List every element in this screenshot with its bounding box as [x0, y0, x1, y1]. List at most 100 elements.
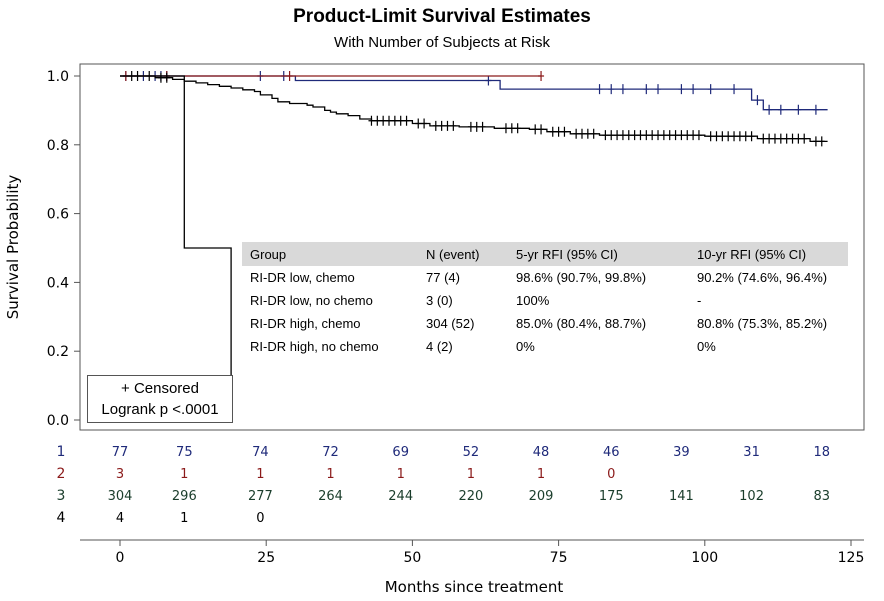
legend-censored-label: + Censored [121, 380, 199, 397]
censor-mark [584, 128, 591, 139]
rfi-cell-group: RI-DR high, no chemo [250, 339, 379, 354]
censor-mark [766, 133, 773, 144]
y-tick-label: 0.4 [47, 275, 69, 291]
censor-mark [614, 130, 621, 141]
censor-mark [163, 72, 170, 83]
rfi-header-5yr: 5-yr RFI (95% CI) [508, 242, 689, 266]
censor-mark [467, 121, 474, 132]
at-risk-count: 46 [603, 445, 620, 460]
censor-mark [812, 136, 819, 147]
at-risk-count: 39 [673, 445, 690, 460]
at-risk-count: 48 [533, 445, 550, 460]
at-risk-count: 220 [458, 489, 483, 504]
table-row: RI-DR low, chemo 77 (4) 98.6% (90.7%, 99… [242, 266, 848, 289]
at-risk-count: 3 [116, 467, 124, 482]
censor-mark [731, 131, 738, 142]
censor-mark [619, 84, 626, 95]
table-row: RI-DR high, chemo 304 (52) 85.0% (80.4%,… [242, 312, 848, 335]
censor-mark [286, 71, 293, 81]
at-risk-count: 296 [172, 489, 197, 504]
at-risk-count: 264 [318, 489, 343, 504]
censor-mark [549, 126, 556, 137]
table-row: RI-DR low, no chemo 3 (0) 100% - [242, 289, 848, 312]
at-risk-group-label: 4 [57, 510, 66, 526]
at-risk-count: 74 [252, 445, 269, 460]
at-risk-count: 83 [813, 489, 830, 504]
censor-mark [514, 123, 521, 134]
censor-mark [608, 84, 615, 95]
at-risk-group-label: 3 [57, 488, 66, 504]
at-risk-count: 72 [322, 445, 339, 460]
censor-mark [555, 126, 562, 137]
censor-mark [643, 84, 650, 95]
at-risk-table: 1 77 75 74 72 69 52 48 46 39 31 182 3 1 1 1 1 1 1 03 304 296 2… [57, 444, 830, 526]
rfi-cell-group: RI-DR high, chemo [250, 316, 361, 331]
at-risk-count: 277 [248, 489, 273, 504]
censor-mark [748, 131, 755, 142]
series-line-group-4 [120, 75, 232, 420]
y-tick-label: 0.0 [47, 413, 69, 429]
y-axis-label: Survival Probability [4, 175, 22, 320]
at-risk-count: 31 [743, 445, 760, 460]
censor-mark [403, 115, 410, 126]
censor-mark [479, 121, 486, 132]
rfi-cell-n-event: 3 (0) [426, 293, 453, 308]
censor-mark [736, 131, 743, 142]
rfi-cell-10yr: 0% [697, 339, 716, 354]
chart-title: Product-Limit Survival Estimates [293, 6, 591, 27]
censor-mark [386, 115, 393, 126]
censor-mark [625, 130, 632, 141]
censor-mark [421, 118, 428, 129]
censor-mark [608, 130, 615, 141]
table-row: RI-DR high, no chemo 4 (2) 0% 0% [242, 335, 848, 358]
censor-mark [760, 133, 767, 144]
series-line-group-3 [120, 75, 828, 143]
censor-mark [678, 130, 685, 141]
rfi-cell-5yr: 98.6% (90.7%, 99.8%) [516, 270, 647, 285]
censor-mark [637, 130, 644, 141]
series-line-group-1 [120, 75, 828, 111]
censor-mark [660, 130, 667, 141]
chart-subtitle: With Number of Subjects at Risk [334, 34, 550, 51]
censor-mark [380, 115, 387, 126]
at-risk-count: 77 [112, 445, 129, 460]
censor-mark [707, 84, 714, 95]
y-tick-label: 0.8 [47, 138, 69, 154]
censor-mark [508, 123, 515, 134]
censor-mark [391, 115, 398, 126]
censor-mark [684, 130, 691, 141]
censor-mark [812, 104, 819, 115]
series-layer [120, 71, 828, 420]
rfi-cell-5yr: 100% [516, 293, 550, 308]
at-risk-count: 1 [180, 467, 188, 482]
at-risk-count: 1 [467, 467, 475, 482]
censor-mark [649, 130, 656, 141]
censor-mark [573, 128, 580, 139]
censor-mark [374, 115, 381, 126]
at-risk-group-label: 2 [57, 466, 66, 482]
at-risk-count: 102 [739, 489, 764, 504]
rfi-cell-5yr: 85.0% (80.4%, 88.7%) [516, 316, 647, 331]
y-tick-label: 0.2 [47, 344, 69, 360]
censor-mark [818, 136, 825, 147]
censor-mark [719, 131, 726, 142]
censor-mark [444, 120, 451, 131]
censor-mark [789, 133, 796, 144]
at-risk-count: 52 [463, 445, 480, 460]
censor-mark [596, 84, 603, 95]
censor-mark [795, 104, 802, 115]
at-risk-count: 244 [388, 489, 413, 504]
censor-mark [631, 130, 638, 141]
censor-mark [450, 120, 457, 131]
at-risk-count: 304 [108, 489, 133, 504]
censor-mark [415, 118, 422, 129]
rfi-cell-group: RI-DR low, no chemo [250, 293, 373, 308]
at-risk-count: 4 [116, 511, 124, 526]
at-risk-count: 75 [176, 445, 193, 460]
censor-mark [707, 131, 714, 142]
x-tick-label: 25 [257, 550, 275, 566]
censor-mark [438, 120, 445, 131]
censor-mark [590, 128, 597, 139]
rfi-cell-10yr: 80.8% (75.3%, 85.2%) [697, 316, 828, 331]
rfi-cell-5yr: 0% [516, 339, 535, 354]
